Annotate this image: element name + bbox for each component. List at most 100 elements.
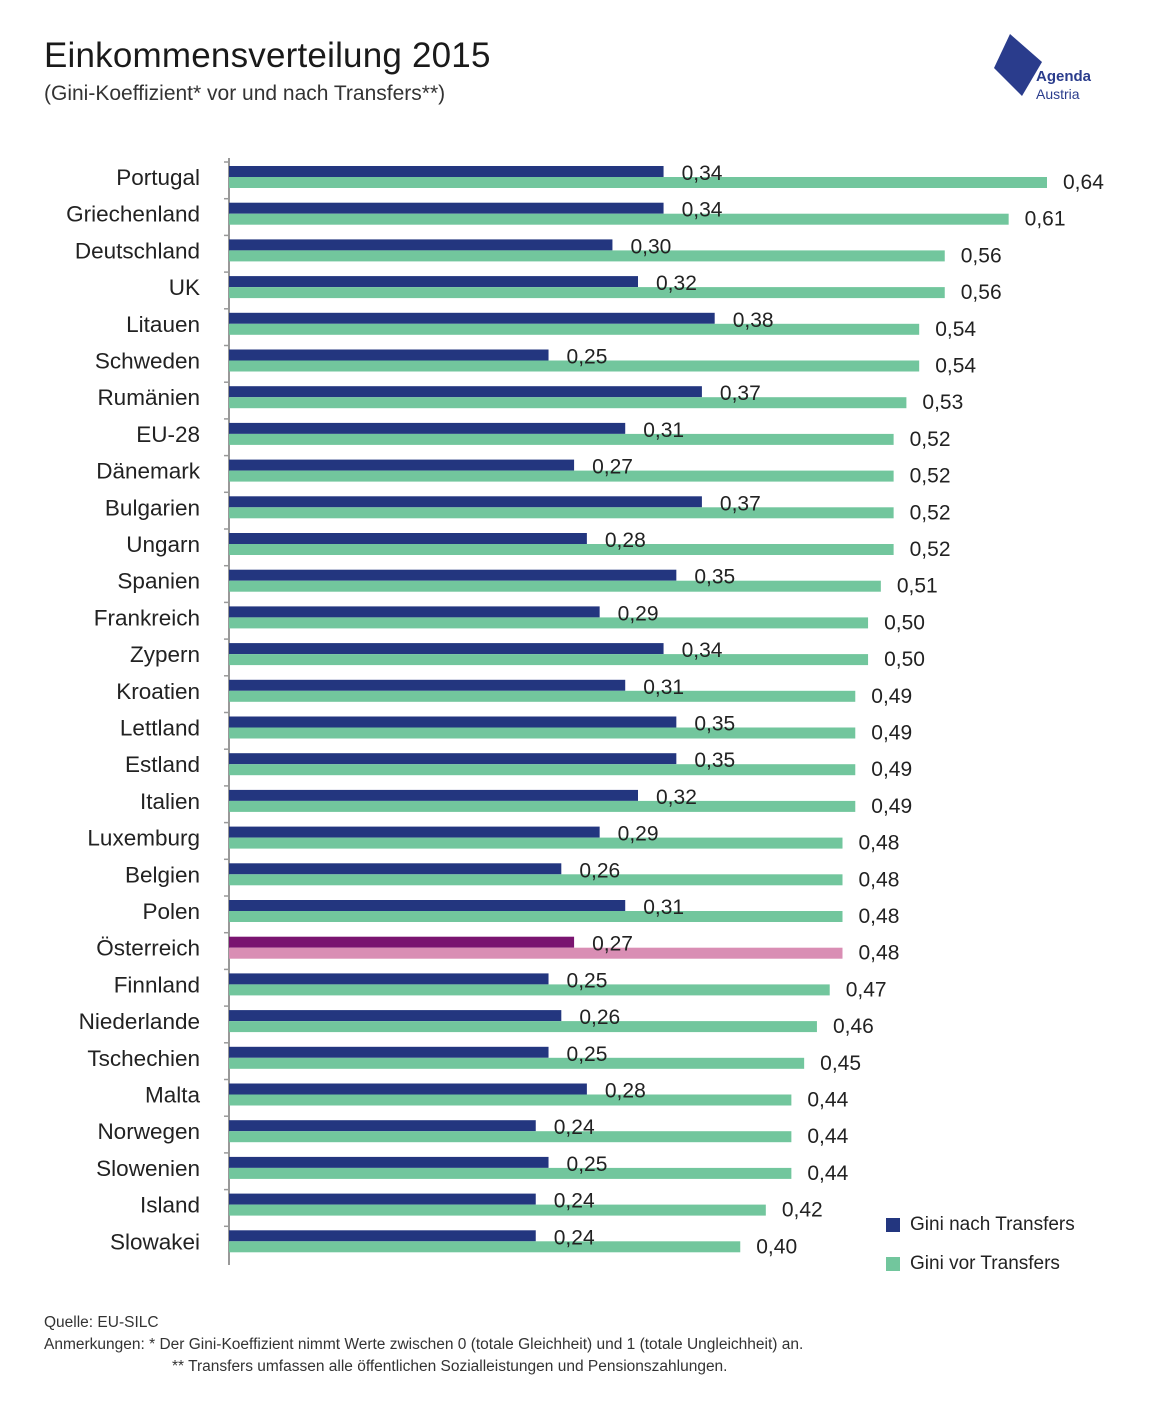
data-label-nach: 0,32: [656, 786, 697, 809]
bar-nach-transfers: [229, 386, 702, 398]
data-label-nach: 0,31: [643, 676, 684, 699]
data-label-vor: 0,54: [935, 318, 976, 341]
data-label-nach: 0,38: [733, 309, 774, 332]
bar-vor-transfers: [229, 507, 894, 519]
legend-label-vor: Gini vor Transfers: [910, 1253, 1060, 1274]
category-label: Ungarn: [126, 532, 200, 557]
chart-subtitle: (Gini-Koeffizient* vor und nach Transfer…: [44, 82, 446, 105]
bar-nach-transfers: [229, 496, 702, 508]
data-label-vor: 0,44: [807, 1162, 848, 1185]
category-label: Kroatien: [116, 679, 200, 704]
data-label-vor: 0,44: [807, 1089, 848, 1112]
bar-nach-transfers: [229, 863, 562, 875]
data-label-nach: 0,37: [720, 382, 761, 405]
category-label: Lettland: [120, 716, 200, 741]
data-label-vor: 0,52: [910, 538, 951, 561]
data-label-nach: 0,25: [567, 1153, 608, 1176]
bar-nach-transfers: [229, 569, 677, 581]
bar-nach-transfers: [229, 1193, 536, 1205]
bar-nach-transfers: [229, 1010, 562, 1022]
bar-nach-transfers: [229, 1230, 536, 1242]
data-label-vor: 0,49: [871, 722, 912, 745]
bar-nach-transfers: [229, 459, 575, 471]
bar-nach-transfers: [229, 1083, 587, 1095]
bar-nach-transfers: [229, 202, 664, 214]
category-label: Tschechien: [87, 1046, 200, 1071]
bar-vor-transfers: [229, 874, 843, 886]
bar-vor-transfers: [229, 544, 894, 555]
data-label-nach: 0,26: [579, 1006, 620, 1029]
data-label-nach: 0,27: [592, 456, 633, 479]
category-label: Frankreich: [94, 605, 200, 630]
category-label: Spanien: [117, 569, 200, 594]
bar-vor-transfers: [229, 947, 843, 959]
bar-vor-transfers: [229, 360, 920, 372]
chart-title: Einkommensverteilung 2015: [44, 36, 491, 75]
bar-vor-transfers: [229, 323, 920, 335]
bar-nach-transfers: [229, 1120, 536, 1132]
data-label-nach: 0,29: [618, 602, 659, 625]
data-label-vor: 0,56: [961, 281, 1002, 304]
data-label-vor: 0,53: [922, 391, 963, 414]
bar-vor-transfers: [229, 470, 894, 482]
data-label-nach: 0,31: [643, 896, 684, 919]
category-label: Finnland: [114, 972, 200, 997]
bar-vor-transfers: [229, 433, 894, 445]
bar-vor-transfers: [229, 727, 856, 739]
category-label: Dänemark: [96, 459, 201, 484]
data-label-vor: 0,61: [1025, 208, 1066, 231]
data-label-nach: 0,28: [605, 1080, 646, 1103]
bar-vor-transfers: [229, 911, 843, 922]
footer-source: Quelle: EU-SILC: [44, 1314, 159, 1331]
bar-nach-transfers: [229, 753, 677, 765]
data-label-nach: 0,34: [682, 199, 723, 222]
category-label: Italien: [140, 789, 200, 814]
logo-text-agenda: Agenda: [1036, 68, 1092, 85]
bar-vor-transfers: [229, 984, 830, 996]
bar-vor-transfers: [229, 250, 945, 262]
category-label: Niederlande: [79, 1009, 200, 1034]
data-label-vor: 0,48: [859, 868, 900, 891]
data-label-vor: 0,49: [871, 685, 912, 708]
bar-nach-transfers: [229, 1046, 549, 1058]
data-label-vor: 0,42: [782, 1199, 823, 1222]
data-label-nach: 0,37: [720, 492, 761, 515]
data-label-vor: 0,46: [833, 1015, 874, 1038]
data-label-nach: 0,34: [682, 162, 723, 185]
bar-nach-transfers: [229, 643, 664, 655]
category-label: UK: [169, 275, 200, 300]
gini-bar-chart: Portugal 0,34 0,64 Griechenland 0,34 0,61 Deut…: [66, 158, 1104, 1265]
category-label: Estland: [125, 752, 200, 777]
bar-nach-transfers: [229, 1156, 549, 1168]
bar-vor-transfers: [229, 580, 881, 592]
data-label-nach: 0,25: [567, 346, 608, 369]
bar-nach-transfers: [229, 239, 613, 251]
bar-vor-transfers: [229, 177, 1047, 188]
bar-vor-transfers: [229, 800, 856, 812]
data-label-vor: 0,54: [935, 355, 976, 378]
category-label: Slowenien: [96, 1156, 200, 1181]
data-label-vor: 0,48: [859, 905, 900, 928]
data-label-vor: 0,47: [846, 978, 887, 1001]
bar-nach-transfers: [229, 936, 575, 948]
data-label-vor: 0,56: [961, 244, 1002, 267]
data-label-nach: 0,34: [682, 639, 723, 662]
footer-note-2: ** Transfers umfassen alle öffentlichen …: [172, 1358, 728, 1375]
data-label-nach: 0,25: [567, 1043, 608, 1066]
category-label: Norwegen: [97, 1119, 200, 1144]
bar-vor-transfers: [229, 1094, 792, 1106]
data-label-vor: 0,48: [859, 942, 900, 965]
legend-swatch-vor: [886, 1256, 900, 1271]
data-label-vor: 0,44: [807, 1125, 848, 1148]
category-label: Luxemburg: [87, 826, 200, 851]
bar-nach-transfers: [229, 606, 600, 618]
data-label-nach: 0,32: [656, 272, 697, 295]
data-label-vor: 0,52: [910, 428, 951, 451]
bar-vor-transfers: [229, 1021, 817, 1033]
data-label-vor: 0,40: [756, 1235, 797, 1258]
bar-nach-transfers: [229, 166, 664, 177]
bar-vor-transfers: [229, 837, 843, 849]
category-label: Malta: [145, 1083, 201, 1108]
data-label-nach: 0,24: [554, 1226, 595, 1249]
data-label-vor: 0,52: [910, 501, 951, 524]
